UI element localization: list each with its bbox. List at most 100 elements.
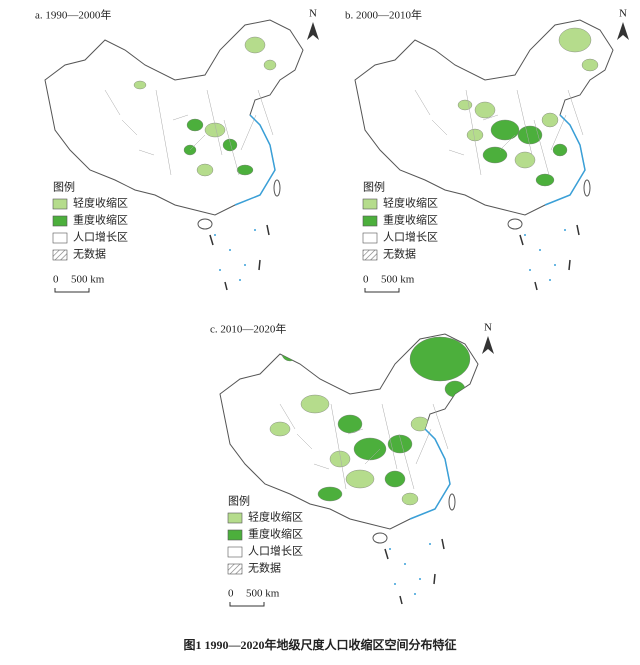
legend-title: 图例 <box>53 180 75 194</box>
island-dot <box>219 269 221 271</box>
legend-label: 轻度收缩区 <box>73 196 128 210</box>
taiwan <box>583 179 591 197</box>
legend-label: 重度收缩区 <box>248 527 303 541</box>
panel-title: b. 2000—2010年 <box>345 8 422 22</box>
region-patch <box>581 58 599 72</box>
map <box>219 333 479 605</box>
region-patch <box>514 151 536 169</box>
admin-boundary <box>398 433 415 490</box>
region-patch <box>409 336 471 382</box>
region-patch <box>387 434 413 454</box>
admin-boundary <box>567 89 584 136</box>
legend-swatch <box>362 198 378 210</box>
north-arrow <box>307 22 319 40</box>
scale-label: 500 km <box>246 588 280 600</box>
island-dot <box>554 264 556 266</box>
admin-boundary <box>482 114 499 121</box>
island-dot <box>254 229 256 231</box>
admin-boundary <box>533 119 550 176</box>
admin-boundary <box>296 433 313 450</box>
legend-label: 无数据 <box>248 561 281 575</box>
legend-label: 轻度收缩区 <box>248 510 303 524</box>
island-dot <box>524 234 526 236</box>
region-patch <box>401 492 419 506</box>
region-patch <box>337 414 363 434</box>
island-dot <box>414 593 416 595</box>
patches <box>269 336 471 506</box>
north-label: N <box>484 322 492 334</box>
hainan <box>507 218 523 230</box>
legend-swatch <box>227 512 243 524</box>
admin-boundary <box>279 403 296 430</box>
admin-boundary <box>257 89 274 136</box>
coastline <box>544 114 586 206</box>
region-patch <box>517 125 543 145</box>
legend-label: 无数据 <box>383 247 416 261</box>
map <box>44 19 304 291</box>
north-label: N <box>309 8 317 20</box>
admin-boundary <box>516 89 533 156</box>
admin-boundary <box>381 403 398 470</box>
island-dot <box>394 583 396 585</box>
admin-boundary <box>155 89 172 176</box>
region-patch <box>204 122 226 138</box>
admin-boundary <box>448 149 465 156</box>
admin-boundary <box>121 119 138 136</box>
legend-swatch <box>52 215 68 227</box>
legend-label: 轻度收缩区 <box>383 196 438 210</box>
scale-label: 0 <box>363 274 369 286</box>
region-patch <box>300 394 330 414</box>
region-patch <box>345 469 375 489</box>
north-arrow <box>617 22 629 40</box>
admin-boundary <box>499 134 516 151</box>
legend-title: 图例 <box>228 494 250 508</box>
admin-boundary <box>240 114 257 151</box>
admin-boundary <box>364 448 381 465</box>
north-arrow <box>482 336 494 354</box>
legend-swatch <box>227 546 243 558</box>
island-dot <box>229 249 231 251</box>
region-patch <box>558 27 592 53</box>
region-patch <box>535 173 555 187</box>
hainan <box>197 218 213 230</box>
region-patch <box>269 421 291 437</box>
region-patch <box>384 470 406 488</box>
legend-label: 人口增长区 <box>248 544 303 558</box>
region-patch <box>552 143 568 157</box>
admin-boundary <box>330 403 347 490</box>
region-patch <box>329 450 351 468</box>
island-dot <box>404 563 406 565</box>
legend-swatch <box>227 563 243 575</box>
legend-swatch <box>362 232 378 244</box>
region-patch <box>474 101 496 119</box>
legend-swatch <box>362 215 378 227</box>
scale-bar <box>229 602 265 607</box>
taiwan <box>273 179 281 197</box>
map <box>354 19 614 291</box>
admin-boundary <box>432 403 449 450</box>
scale-label: 500 km <box>381 274 415 286</box>
taiwan <box>448 493 456 511</box>
dash-line <box>209 224 270 291</box>
island-dot <box>429 543 431 545</box>
region-patch <box>482 146 508 164</box>
scale-label: 500 km <box>71 274 105 286</box>
admin-boundary <box>189 134 206 151</box>
scale-label: 0 <box>228 588 234 600</box>
legend-label: 重度收缩区 <box>383 213 438 227</box>
admin-boundary <box>206 89 223 156</box>
admin-boundary <box>414 89 431 116</box>
admin-boundary <box>138 149 155 156</box>
region-patch <box>353 437 387 461</box>
legend-swatch <box>362 249 378 261</box>
admin-boundary <box>313 463 330 470</box>
patches <box>133 36 277 177</box>
region-patch <box>196 163 214 177</box>
legend-label: 无数据 <box>73 247 106 261</box>
admin-boundary <box>550 114 567 151</box>
legend-label: 人口增长区 <box>73 230 128 244</box>
